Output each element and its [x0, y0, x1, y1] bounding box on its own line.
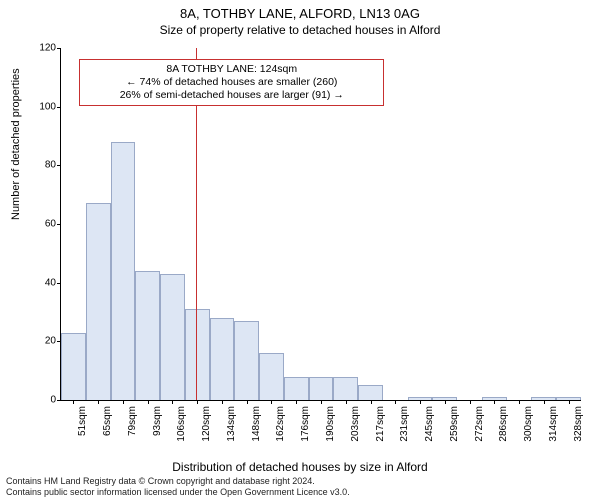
y-tick-mark: [57, 107, 61, 108]
y-tick-mark: [57, 48, 61, 49]
histogram-bar: [309, 377, 334, 400]
histogram-bar: [61, 333, 86, 400]
x-tick-mark: [321, 400, 322, 404]
y-tick-mark: [57, 400, 61, 401]
x-tick-mark: [73, 400, 74, 404]
y-axis-label: Number of detached properties: [10, 68, 22, 220]
x-tick-mark: [148, 400, 149, 404]
x-tick-label: 106sqm: [176, 406, 187, 442]
x-tick-label: 231sqm: [399, 406, 410, 442]
x-tick-label: 272sqm: [474, 406, 485, 442]
x-tick-mark: [123, 400, 124, 404]
x-tick-label: 259sqm: [449, 406, 460, 442]
x-tick-label: 162sqm: [275, 406, 286, 442]
x-tick-mark: [569, 400, 570, 404]
plot-area: 02040608010012051sqm65sqm79sqm93sqm106sq…: [60, 48, 581, 401]
x-tick-label: 148sqm: [251, 406, 262, 442]
x-tick-label: 217sqm: [375, 406, 386, 442]
x-tick-label: 286sqm: [498, 406, 509, 442]
x-tick-label: 176sqm: [300, 406, 311, 442]
x-tick-label: 65sqm: [102, 406, 113, 436]
x-tick-mark: [296, 400, 297, 404]
histogram-bar: [234, 321, 259, 400]
x-tick-mark: [271, 400, 272, 404]
x-tick-label: 120sqm: [201, 406, 212, 442]
histogram-bar: [160, 274, 185, 400]
x-tick-mark: [519, 400, 520, 404]
histogram-bar: [333, 377, 358, 400]
x-tick-mark: [222, 400, 223, 404]
annotation-box: 8A TOTHBY LANE: 124sqm← 74% of detached …: [79, 59, 384, 106]
x-tick-label: 300sqm: [523, 406, 534, 442]
histogram-bar: [259, 353, 284, 400]
x-tick-label: 314sqm: [548, 406, 559, 442]
x-tick-mark: [395, 400, 396, 404]
footer-attribution: Contains HM Land Registry data © Crown c…: [6, 476, 350, 497]
x-tick-mark: [544, 400, 545, 404]
histogram-bar: [86, 203, 111, 400]
x-tick-mark: [346, 400, 347, 404]
x-tick-label: 190sqm: [325, 406, 336, 442]
histogram-bar: [210, 318, 235, 400]
histogram-bar: [358, 385, 383, 400]
annotation-line: ← 74% of detached houses are smaller (26…: [86, 76, 377, 89]
chart-container: 8A, TOTHBY LANE, ALFORD, LN13 0AG Size o…: [0, 0, 600, 500]
footer-line-1: Contains HM Land Registry data © Crown c…: [6, 476, 350, 486]
chart-title: 8A, TOTHBY LANE, ALFORD, LN13 0AG: [0, 0, 600, 21]
x-tick-label: 51sqm: [77, 406, 88, 436]
x-tick-label: 79sqm: [127, 406, 138, 436]
x-tick-mark: [371, 400, 372, 404]
annotation-line: 26% of semi-detached houses are larger (…: [86, 89, 377, 102]
x-tick-mark: [247, 400, 248, 404]
x-tick-label: 203sqm: [350, 406, 361, 442]
footer-line-2: Contains public sector information licen…: [6, 487, 350, 497]
histogram-bar: [135, 271, 160, 400]
y-tick-mark: [57, 165, 61, 166]
histogram-bar: [185, 309, 210, 400]
x-tick-label: 328sqm: [573, 406, 584, 442]
annotation-line: 8A TOTHBY LANE: 124sqm: [86, 63, 377, 76]
x-tick-mark: [172, 400, 173, 404]
x-tick-mark: [98, 400, 99, 404]
x-axis-label: Distribution of detached houses by size …: [0, 460, 600, 474]
x-tick-label: 134sqm: [226, 406, 237, 442]
histogram-bar: [284, 377, 309, 400]
x-tick-label: 93sqm: [152, 406, 163, 436]
x-tick-mark: [420, 400, 421, 404]
y-tick-mark: [57, 283, 61, 284]
y-tick-mark: [57, 224, 61, 225]
x-tick-mark: [470, 400, 471, 404]
histogram-bar: [111, 142, 136, 400]
x-tick-mark: [445, 400, 446, 404]
x-tick-label: 245sqm: [424, 406, 435, 442]
x-tick-mark: [197, 400, 198, 404]
chart-subtitle: Size of property relative to detached ho…: [0, 21, 600, 37]
x-tick-mark: [494, 400, 495, 404]
